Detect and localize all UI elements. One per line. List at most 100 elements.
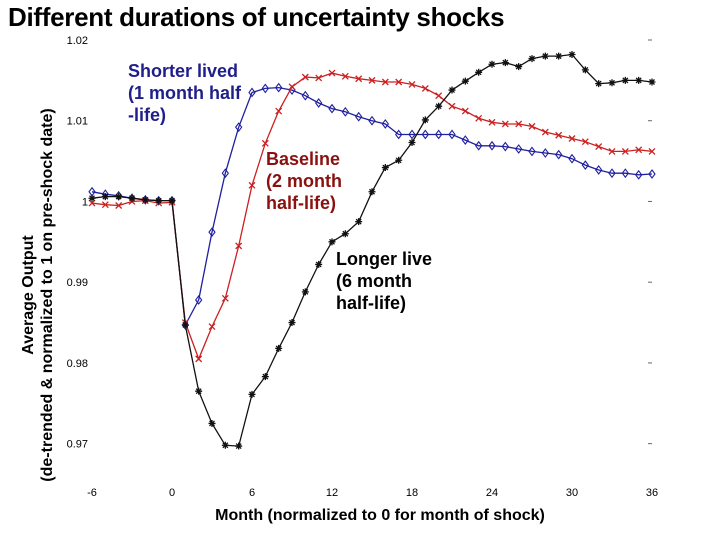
data-point bbox=[435, 102, 443, 110]
data-point bbox=[648, 78, 656, 86]
data-point bbox=[315, 74, 323, 82]
data-point bbox=[328, 238, 336, 246]
data-point bbox=[554, 149, 563, 160]
data-point bbox=[595, 143, 603, 151]
data-point bbox=[101, 201, 109, 209]
data-point bbox=[408, 139, 416, 147]
data-point bbox=[488, 118, 496, 126]
data-point bbox=[208, 419, 216, 427]
x-tick-label: 24 bbox=[486, 487, 498, 499]
data-point bbox=[115, 193, 123, 201]
data-point bbox=[555, 131, 563, 139]
data-point bbox=[568, 135, 576, 142]
data-point bbox=[368, 76, 376, 84]
annotation-longer-line-2: (6 month bbox=[336, 271, 412, 291]
data-point bbox=[395, 78, 403, 86]
data-point bbox=[115, 202, 123, 209]
x-tick-label: 6 bbox=[249, 487, 255, 499]
data-point bbox=[381, 164, 389, 172]
annotation-baseline-line-2: (2 month bbox=[266, 171, 342, 191]
annotation-shorter-line-2: (1 month half bbox=[128, 83, 241, 103]
data-point bbox=[581, 66, 589, 74]
data-point bbox=[528, 122, 536, 130]
data-point bbox=[608, 168, 616, 179]
data-point bbox=[648, 147, 656, 155]
data-point bbox=[488, 60, 496, 68]
data-point bbox=[474, 140, 483, 151]
data-point bbox=[501, 59, 509, 67]
data-point bbox=[275, 344, 283, 352]
data-point bbox=[541, 128, 549, 136]
y-tick-label: 0.97 bbox=[67, 439, 88, 451]
data-point bbox=[235, 242, 243, 250]
data-point bbox=[328, 103, 336, 114]
data-point bbox=[528, 55, 536, 63]
y-tick-label: 0.98 bbox=[67, 358, 88, 370]
y-axis-label-line-2: (de-trended & normalized to 1 on pre-sho… bbox=[39, 108, 56, 482]
data-point bbox=[515, 63, 523, 71]
data-point bbox=[528, 146, 536, 157]
data-point bbox=[194, 295, 203, 305]
data-point bbox=[354, 111, 363, 122]
x-axis-label: Month (normalized to 0 for month of shoc… bbox=[215, 507, 545, 524]
data-point bbox=[128, 194, 136, 202]
data-point bbox=[341, 230, 349, 238]
data-point bbox=[594, 165, 603, 175]
data-point bbox=[221, 441, 229, 449]
data-point bbox=[448, 86, 456, 94]
data-point bbox=[461, 107, 469, 115]
data-point bbox=[355, 75, 363, 83]
data-point bbox=[221, 168, 230, 179]
x-tick-label: 36 bbox=[646, 487, 658, 499]
annotation-shorter-line-1: Shorter lived bbox=[128, 61, 239, 81]
annotation-shorter: Shorter lived (1 month half -life) bbox=[128, 60, 241, 126]
data-point bbox=[368, 188, 376, 196]
data-point bbox=[635, 76, 643, 84]
data-point bbox=[141, 196, 149, 204]
y-tick-label: 1.02 bbox=[67, 35, 88, 47]
data-point bbox=[235, 442, 243, 450]
data-point bbox=[355, 218, 363, 226]
annotation-longer-line-3: half-life) bbox=[336, 293, 406, 313]
x-tick-label: 12 bbox=[326, 487, 338, 499]
data-point bbox=[488, 140, 496, 151]
data-point bbox=[248, 87, 256, 98]
annotation-shorter-line-3: -life) bbox=[128, 105, 166, 125]
data-point bbox=[475, 114, 483, 122]
data-point bbox=[448, 102, 456, 110]
data-point bbox=[395, 156, 403, 164]
data-point bbox=[301, 73, 309, 81]
y-axis-label: Average Output (de-trended & normalized … bbox=[8, 90, 68, 500]
data-point bbox=[515, 120, 523, 128]
data-point bbox=[448, 129, 456, 140]
data-point bbox=[208, 323, 216, 331]
data-point bbox=[408, 129, 416, 140]
data-point bbox=[568, 51, 576, 59]
series-longer bbox=[88, 51, 656, 450]
data-point bbox=[195, 387, 203, 395]
data-point bbox=[101, 193, 109, 201]
data-point bbox=[88, 194, 96, 202]
data-point bbox=[155, 197, 163, 205]
data-point bbox=[501, 141, 510, 152]
x-tick-label: 0 bbox=[169, 487, 175, 499]
data-point bbox=[461, 77, 469, 85]
y-tick-label: 0.99 bbox=[67, 277, 88, 289]
y-tick-label: 1.01 bbox=[67, 116, 88, 128]
data-point bbox=[568, 153, 576, 164]
data-point bbox=[368, 115, 376, 126]
data-point bbox=[261, 373, 269, 381]
data-point bbox=[595, 80, 603, 88]
data-point bbox=[381, 78, 389, 86]
x-tick-label: 18 bbox=[406, 487, 418, 499]
x-tick-label: -6 bbox=[87, 487, 97, 499]
data-point bbox=[621, 147, 629, 155]
data-point bbox=[248, 390, 256, 398]
data-point bbox=[608, 147, 616, 155]
data-point bbox=[475, 68, 483, 76]
data-point bbox=[274, 82, 283, 93]
data-point bbox=[461, 135, 470, 146]
data-point bbox=[394, 129, 403, 140]
data-point bbox=[208, 227, 216, 238]
